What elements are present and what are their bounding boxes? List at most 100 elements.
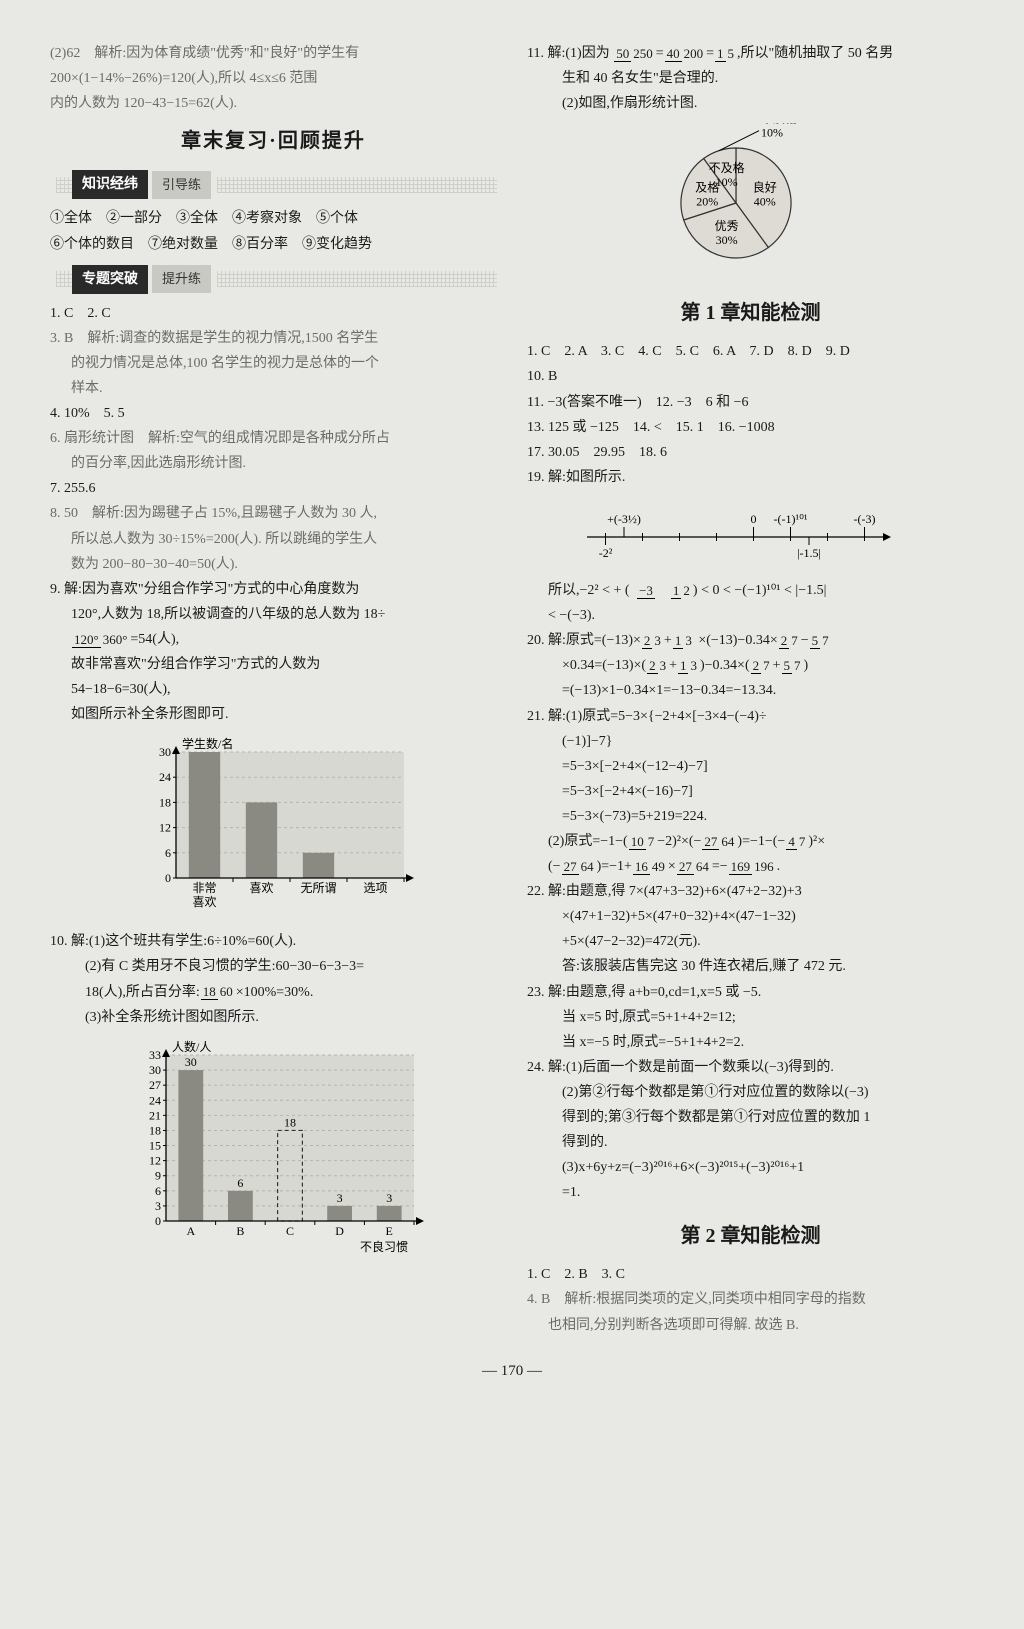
q20-a-prefix: 20. 解:原式=(−13)× [527, 633, 641, 648]
q19-c: < −(−3). [527, 604, 974, 627]
q10-a: 10. 解:(1)这个班共有学生:6÷10%=60(人). [50, 930, 497, 953]
top-explain-3: 内的人数为 120−43−15=62(人). [50, 92, 497, 115]
band2-tag: 专题突破 [72, 265, 148, 294]
q23-c: 当 x=−5 时,原式=−5+1+4+2=2. [527, 1031, 974, 1054]
svg-text:B: B [236, 1224, 244, 1238]
svg-text:3: 3 [155, 1199, 161, 1213]
q23-b: 当 x=5 时,原式=5+1+4+2=12; [527, 1006, 974, 1029]
band1-sub: 引导练 [152, 171, 211, 198]
q8-a: 8. 50 解析:因为踢毽子占 15%,且踢毽子人数为 30 人, [50, 502, 497, 525]
frac-120-360: 120°360° [72, 633, 129, 647]
page-columns: (2)62 解析:因为体育成绩"优秀"和"良好"的学生有 200×(1−14%−… [50, 40, 974, 1339]
top-explain-1: (2)62 解析:因为体育成绩"优秀"和"良好"的学生有 [50, 42, 497, 65]
q22-d: 答:该服装店售完这 30 件连衣裙后,赚了 472 元. [527, 955, 974, 978]
q21-d: =5−3×[−2+4×(−16)−7] [527, 780, 974, 803]
svg-text:3: 3 [336, 1191, 342, 1205]
q6-a: 6. 扇形统计图 解析:空气的组成情况即是各种成分所占 [50, 427, 497, 450]
svg-text:24: 24 [159, 770, 171, 784]
svg-text:喜欢: 喜欢 [192, 894, 216, 909]
svg-text:33: 33 [149, 1048, 161, 1062]
q19-b-prefix: 所以,−2² < + [548, 583, 621, 598]
q8-c: 数为 200−80−30−40=50(人). [50, 553, 497, 576]
q24-d: 得到的. [527, 1131, 974, 1154]
svg-text:学生数/名: 学生数/名 [182, 736, 233, 751]
svg-text:优秀: 优秀 [714, 219, 738, 233]
svg-text:D: D [335, 1224, 344, 1238]
fill-row-2: ⑥个体的数目 ⑦绝对数量 ⑧百分率 ⑨变化趋势 [50, 233, 497, 256]
band1-tag: 知识经纬 [72, 170, 148, 199]
fill-row-1: ①全体 ②一部分 ③全体 ④考察对象 ⑤个体 [50, 207, 497, 230]
bar-chart-1: 0612182430非常喜欢喜欢无所谓选项学生数/名 [134, 734, 414, 914]
svg-text:27: 27 [149, 1078, 161, 1092]
q1-2: 1. C 2. C [50, 302, 497, 325]
bar-chart-2: 0369121518212427303330A6B18C3D3E人数/人不良习惯 [124, 1037, 424, 1275]
sec1-ans5: 17. 30.05 29.95 18. 6 [527, 441, 974, 464]
q21-b: (−1)]−7} [527, 730, 974, 753]
page-number: — 170 — [50, 1359, 974, 1384]
svg-text:6: 6 [165, 846, 171, 860]
sec2-q4a: 4. B 解析:根据同类项的定义,同类项中相同字母的指数 [527, 1288, 974, 1311]
sec1-ans4: 13. 125 或 −125 14. < 15. 1 16. −1008 [527, 416, 974, 439]
svg-text:-(-1)¹⁰¹: -(-1)¹⁰¹ [774, 512, 808, 526]
sec1-ans1: 1. C 2. A 3. C 4. C 5. C 6. A 7. D 8. D … [527, 340, 974, 363]
chart1-wrap: 0612182430非常喜欢喜欢无所谓选项学生数/名 [50, 734, 497, 922]
band-dots-icon [56, 271, 72, 287]
section1-title: 第 1 章知能检测 [527, 297, 974, 330]
q19-b-mid: < 0 < −(−1)¹⁰¹ < |−1.5| [701, 583, 826, 598]
pie-wrap: 良好40%优秀30%及格20%不及格10%不及格10% [527, 123, 974, 281]
sec2-q4b: 也相同,分别判断各选项即可得解. 故选 B. [527, 1314, 974, 1337]
sec1-ans3: 11. −3(答案不唯一) 12. −3 6 和 −6 [527, 391, 974, 414]
svg-text:喜欢: 喜欢 [249, 880, 273, 895]
q9-c-suffix: =54(人), [130, 632, 179, 647]
frac-neg3half: −3 [631, 584, 666, 598]
q3-a: 3. B 解析:调查的数据是学生的视力情况,1500 名学生 [50, 327, 497, 350]
frac-40-200: 40200 [665, 47, 706, 61]
band-topics: 专题突破 提升练 [50, 265, 497, 294]
right-column: 11. 解:(1)因为 50250=40200=15,所以"随机抽取了 50 名… [527, 40, 974, 1339]
chart2-wrap: 0369121518212427303330A6B18C3D3E人数/人不良习惯 [50, 1037, 497, 1283]
svg-text:人数/人: 人数/人 [172, 1039, 211, 1054]
svg-text:18: 18 [159, 796, 171, 810]
q9-f: 如图所示补全条形图即可. [50, 703, 497, 726]
svg-text:6: 6 [155, 1184, 161, 1198]
svg-text:6: 6 [237, 1176, 243, 1190]
q10-c: 18(人),所占百分率:1860×100%=30%. [50, 981, 497, 1004]
svg-text:12: 12 [149, 1153, 161, 1167]
svg-text:24: 24 [149, 1093, 161, 1107]
q20-b: ×0.34=(−13)×(23+13)−0.34×(27+57) [527, 654, 974, 677]
q24-b: (2)第②行每个数都是第①行对应位置的数除以(−3) [527, 1081, 974, 1104]
svg-text:不良习惯: 不良习惯 [359, 1239, 407, 1254]
q11-a: 11. 解:(1)因为 50250=40200=15,所以"随机抽取了 50 名… [527, 42, 974, 65]
q22-a: 22. 解:由题意,得 7×(47+3−32)+6×(47+2−32)+3 [527, 880, 974, 903]
q10-c-prefix: 18(人),所占百分率: [85, 985, 200, 1000]
q11-b: 生和 40 名女生"是合理的. [527, 67, 974, 90]
q21-g: (−2764)=−1+1649×2764=−169196. [527, 855, 974, 878]
q10-d: (3)补全条形统计图如图所示. [50, 1006, 497, 1029]
q6-b: 的百分率,因此选扇形统计图. [50, 452, 497, 475]
svg-text:10%: 10% [715, 176, 737, 190]
q23-a: 23. 解:由题意,得 a+b=0,cd=1,x=5 或 −5. [527, 981, 974, 1004]
svg-text:A: A [186, 1224, 195, 1238]
svg-text:3: 3 [386, 1191, 392, 1205]
band-dots-icon [217, 177, 497, 193]
q24-a: 24. 解:(1)后面一个数是前面一个数乘以(−3)得到的. [527, 1056, 974, 1079]
svg-text:-2²: -2² [599, 546, 613, 560]
svg-text:30: 30 [159, 745, 171, 759]
q10-c-suffix: ×100%=30%. [236, 985, 314, 1000]
q11-a-prefix: 11. 解:(1)因为 [527, 46, 610, 61]
top-explain-2: 200×(1−14%−26%)=120(人),所以 4≤x≤6 范围 [50, 67, 497, 90]
q24-c: 得到的;第③行每个数都是第①行对应位置的数加 1 [527, 1106, 974, 1129]
svg-text:|-1.5|: |-1.5| [797, 546, 821, 560]
svg-text:0: 0 [155, 1214, 161, 1228]
svg-text:20%: 20% [696, 195, 718, 209]
svg-text:E: E [385, 1224, 392, 1238]
svg-text:40%: 40% [753, 195, 775, 209]
q24-e: (3)x+6y+z=(−3)²⁰¹⁶+6×(−3)²⁰¹⁵+(−3)²⁰¹⁶+1 [527, 1156, 974, 1179]
band-dots-icon [217, 271, 497, 287]
svg-text:18: 18 [149, 1123, 161, 1137]
q20-a: 20. 解:原式=(−13)×23+13 ×(−13)−0.34×27−57 [527, 629, 974, 652]
frac-1-5: 15 [715, 47, 736, 61]
svg-text:+(-3½): +(-3½) [607, 512, 641, 526]
q11-a-mid: ,所以"随机抽取了 50 名男 [737, 46, 893, 61]
frac-18-60: 1860 [201, 985, 235, 999]
